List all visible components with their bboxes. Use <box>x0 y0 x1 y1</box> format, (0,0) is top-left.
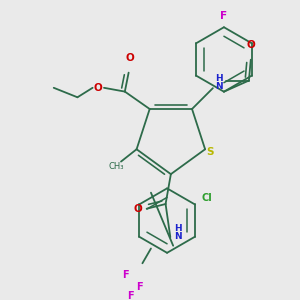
Text: H
N: H N <box>215 74 222 91</box>
Text: O: O <box>125 53 134 63</box>
Text: S: S <box>206 147 214 157</box>
Text: F: F <box>220 11 227 21</box>
Text: Cl: Cl <box>201 193 212 203</box>
Text: F: F <box>127 291 134 300</box>
Text: F: F <box>136 282 143 292</box>
Text: F: F <box>122 270 129 280</box>
Text: O: O <box>134 204 142 214</box>
Text: O: O <box>246 40 255 50</box>
Text: CH₃: CH₃ <box>109 162 124 171</box>
Text: O: O <box>94 83 103 93</box>
Text: H
N: H N <box>174 224 182 241</box>
